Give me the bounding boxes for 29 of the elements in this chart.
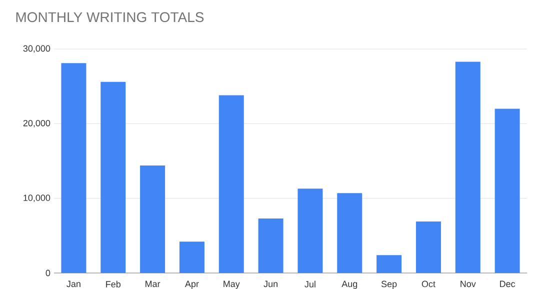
bar xyxy=(494,108,520,273)
x-tick-label: May xyxy=(224,280,240,289)
bar xyxy=(61,63,86,273)
y-tick-label: 20,000 xyxy=(23,120,50,128)
y-tick-label: 30,000 xyxy=(23,45,50,53)
x-tick-label: Mar xyxy=(146,280,160,288)
bar xyxy=(455,62,480,273)
bar xyxy=(298,188,323,273)
bar xyxy=(140,165,166,273)
bar xyxy=(218,95,244,273)
x-tick-label: Dec xyxy=(500,280,516,288)
bar xyxy=(100,82,126,273)
x-tick-label: Feb xyxy=(106,280,121,288)
x-tick-label: Aug xyxy=(342,280,358,289)
x-tick-label: Jan xyxy=(66,280,80,288)
chart-title: MONTHLY WRITING TOTALS xyxy=(16,12,204,22)
bar xyxy=(337,193,362,273)
x-tick-label: Oct xyxy=(422,280,436,288)
y-tick-label: 0 xyxy=(46,270,50,276)
bar xyxy=(416,221,441,273)
y-tick-label: 10,000 xyxy=(24,194,50,202)
bar xyxy=(258,218,284,273)
x-tick-label: Jun xyxy=(264,280,278,288)
x-tick-label: Apr xyxy=(184,280,199,289)
bar xyxy=(179,242,204,273)
x-tick-label: Sep xyxy=(381,280,397,289)
x-tick-label: Jul xyxy=(304,280,316,288)
bar xyxy=(376,255,402,273)
x-tick-label: Nov xyxy=(460,280,476,288)
